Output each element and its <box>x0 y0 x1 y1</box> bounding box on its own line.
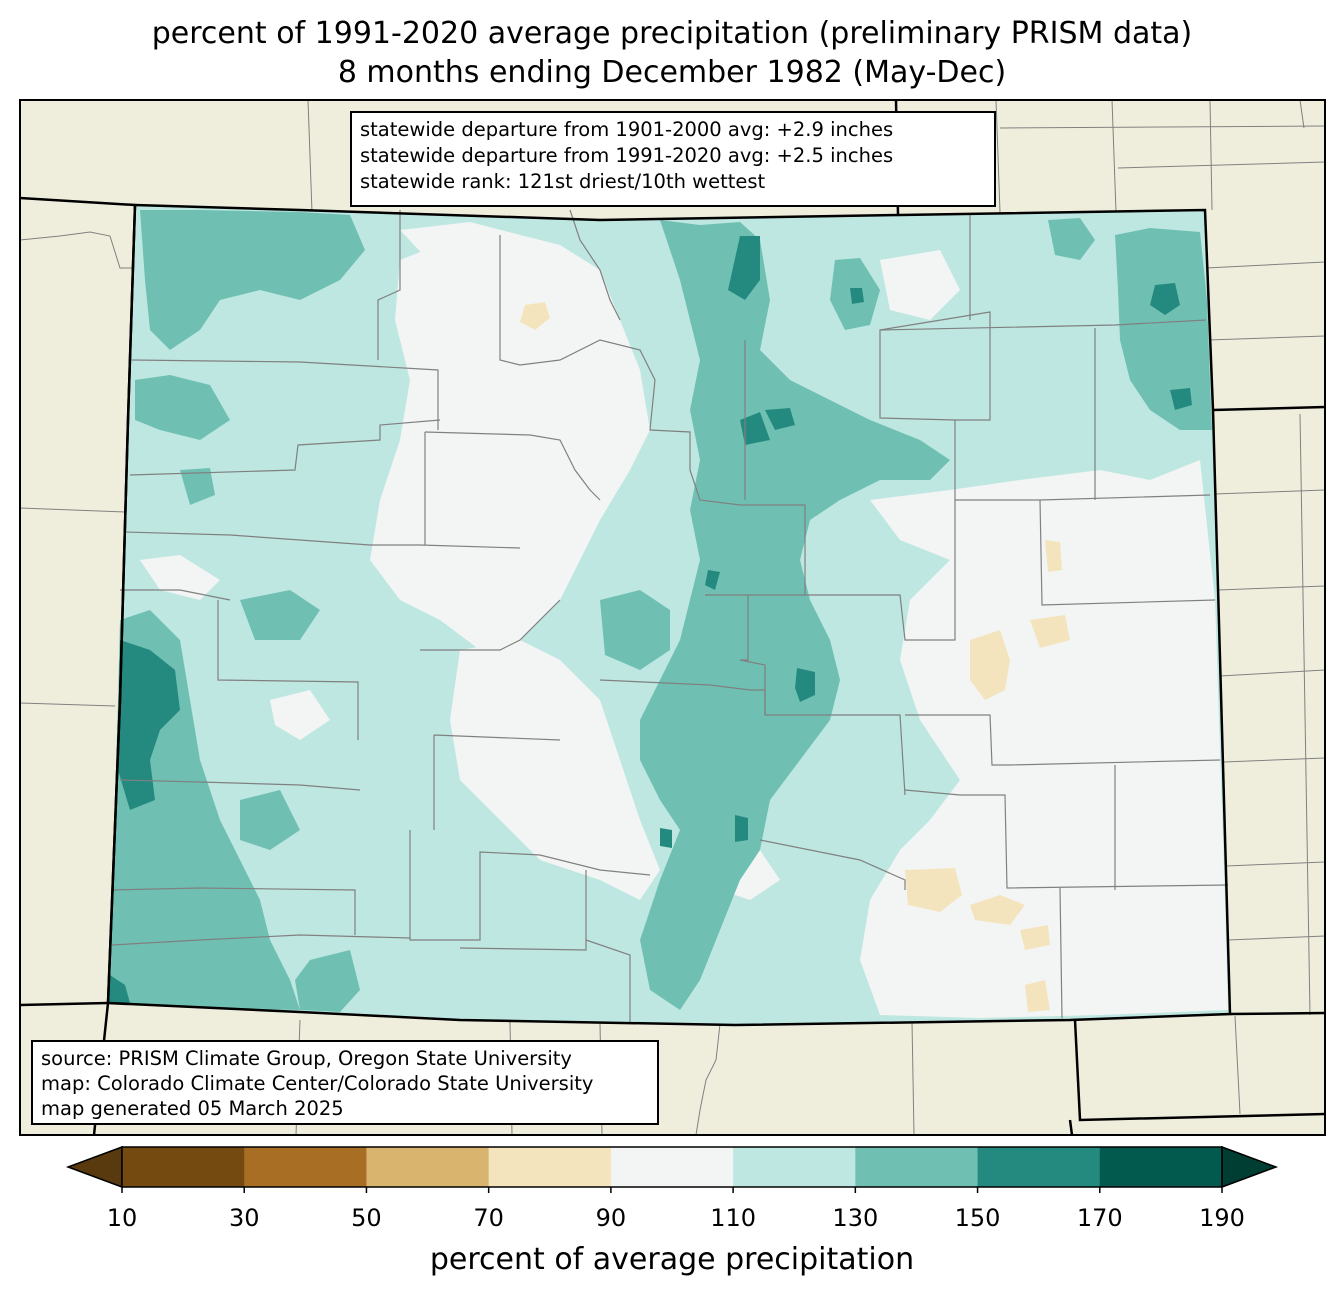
colorbar-tick-label: 50 <box>351 1204 382 1232</box>
map-frame <box>19 99 1326 1136</box>
colorbar-segment <box>488 1147 612 1187</box>
colorbar-tick-label: 190 <box>1199 1204 1245 1232</box>
colorbar-segment <box>122 1147 245 1187</box>
colorbar-segment <box>733 1147 856 1187</box>
colorbar-tick-label: 150 <box>954 1204 1001 1232</box>
colorbar-under-arrow <box>65 1145 123 1189</box>
colorbar-tick-label: 30 <box>228 1204 260 1232</box>
colorbar-segment <box>244 1147 367 1187</box>
colorbar-over-arrow <box>1221 1145 1279 1189</box>
colorbar-tick-label: 90 <box>595 1204 627 1232</box>
dry-70-90-regions <box>520 302 1070 1012</box>
colorbar-segment <box>610 1147 734 1187</box>
source-line-map: map: Colorado Climate Center/Colorado St… <box>41 1072 594 1095</box>
wet-150-170-regions <box>108 236 1192 1003</box>
colorbar-tick-label: 130 <box>832 1204 879 1232</box>
colorbar-tick-label: 10 <box>106 1204 138 1232</box>
colorbar-segment <box>855 1147 979 1187</box>
colorbar-tick-label: 70 <box>473 1204 504 1232</box>
map-title: percent of 1991-2020 average precipitati… <box>151 16 1193 51</box>
colorbar-tick-label: 170 <box>1076 1204 1123 1232</box>
source-line-generated: map generated 05 March 2025 <box>41 1097 344 1120</box>
colorbar-segment <box>1099 1147 1223 1187</box>
stats-rank: statewide rank: 121st driest/10th wettes… <box>360 170 766 193</box>
source-line-prism: source: PRISM Climate Group, Oregon Stat… <box>41 1047 572 1070</box>
colorbar-segment <box>977 1147 1101 1187</box>
stats-departure-1991-2020: statewide departure from 1991-2020 avg: … <box>360 144 894 167</box>
colorbar-label: percent of average precipitation <box>429 1242 915 1277</box>
source-box: source: PRISM Climate Group, Oregon Stat… <box>31 1040 659 1125</box>
stats-departure-1901-2000: statewide departure from 1901-2000 avg: … <box>360 118 894 141</box>
county-lines <box>111 209 1229 1022</box>
colorbar-segment <box>366 1147 490 1187</box>
map-subtitle: 8 months ending December 1982 (May-Dec) <box>337 55 1007 90</box>
statewide-stats-box: statewide departure from 1901-2000 avg: … <box>350 111 996 207</box>
colorbar-tick-label: 110 <box>710 1204 757 1232</box>
colorbar-border <box>121 1146 1223 1188</box>
colorbar <box>65 1145 1279 1193</box>
